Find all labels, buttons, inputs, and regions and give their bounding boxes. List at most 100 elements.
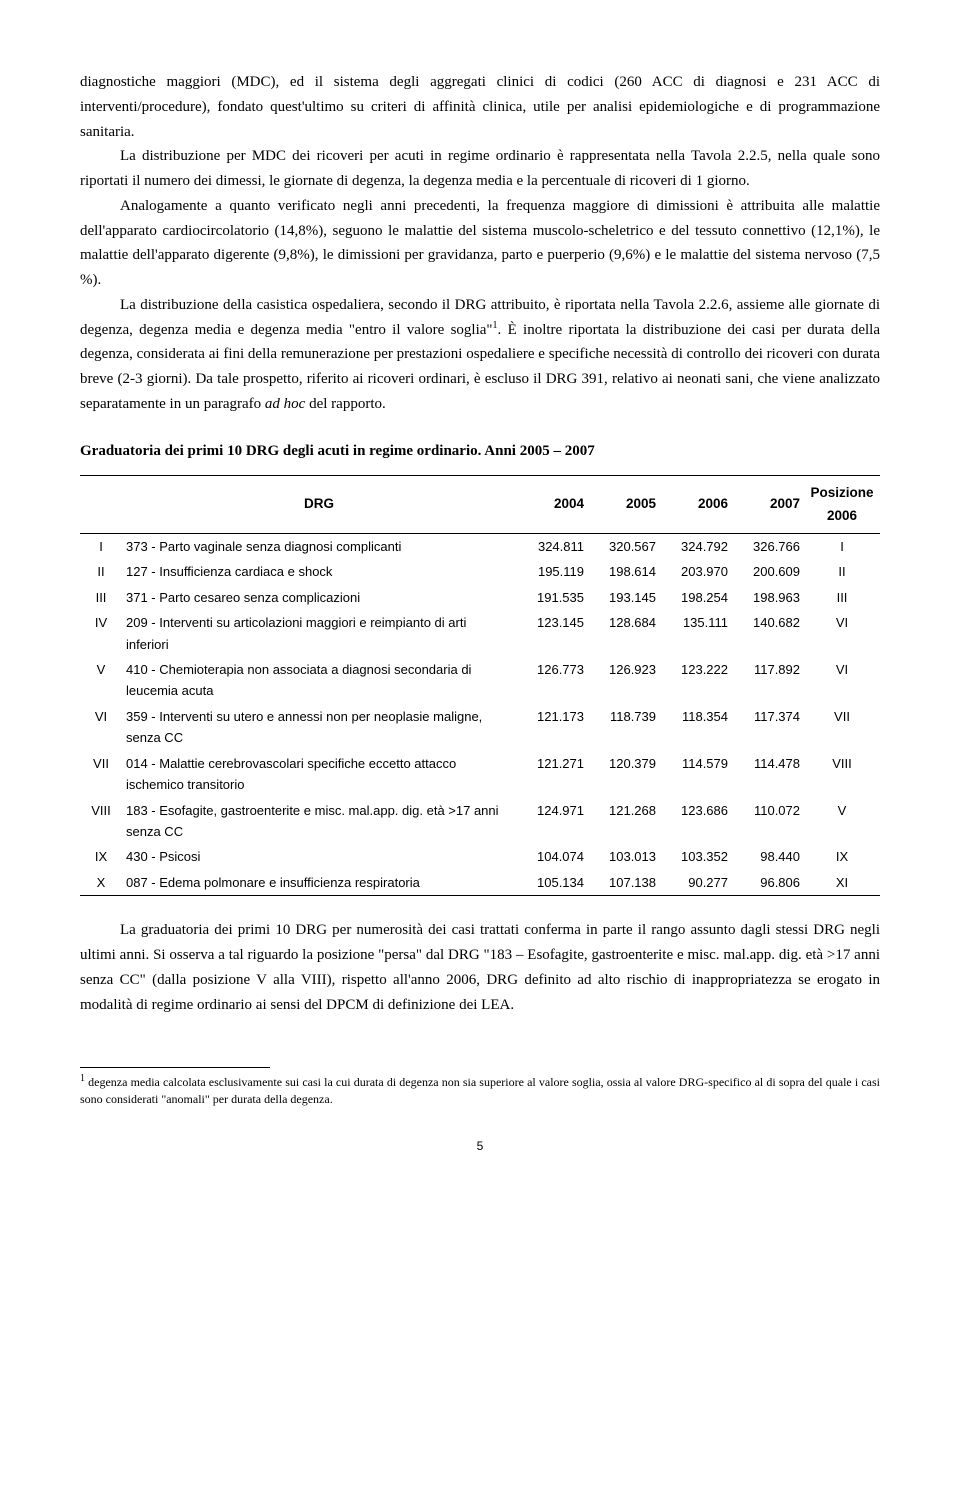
table-cell: VIII — [80, 798, 122, 845]
table-cell: VII — [804, 704, 880, 751]
table-cell: 200.609 — [732, 559, 804, 584]
table-row: VII014 - Malattie cerebrovascolari speci… — [80, 751, 880, 798]
th-2004: 2004 — [516, 476, 588, 534]
table-row: X087 - Edema polmonare e insufficienza r… — [80, 870, 880, 896]
table-cell: 359 - Interventi su utero e annessi non … — [122, 704, 516, 751]
table-cell: 107.138 — [588, 870, 660, 896]
table-cell: 127 - Insufficienza cardiaca e shock — [122, 559, 516, 584]
table-cell: 209 - Interventi su articolazioni maggio… — [122, 610, 516, 657]
table-cell: 135.111 — [660, 610, 732, 657]
table-cell: 110.072 — [732, 798, 804, 845]
table-cell: 371 - Parto cesareo senza complicazioni — [122, 585, 516, 610]
table-cell: 410 - Chemioterapia non associata a diag… — [122, 657, 516, 704]
footnote: 1 degenza media calcolata esclusivamente… — [80, 1072, 880, 1106]
table-cell: 123.686 — [660, 798, 732, 845]
table-cell: 324.811 — [516, 533, 588, 559]
th-2005: 2005 — [588, 476, 660, 534]
table-cell: 326.766 — [732, 533, 804, 559]
table-cell: 430 - Psicosi — [122, 844, 516, 869]
table-cell: VII — [80, 751, 122, 798]
th-2006: 2006 — [660, 476, 732, 534]
table-cell: 324.792 — [660, 533, 732, 559]
table-cell: 140.682 — [732, 610, 804, 657]
table-cell: V — [804, 798, 880, 845]
table-cell: 121.268 — [588, 798, 660, 845]
table-cell: 123.222 — [660, 657, 732, 704]
table-cell: 104.074 — [516, 844, 588, 869]
table-cell: 198.963 — [732, 585, 804, 610]
table-row: VI359 - Interventi su utero e annessi no… — [80, 704, 880, 751]
th-pos: Posizione 2006 — [804, 476, 880, 534]
table-cell: 114.579 — [660, 751, 732, 798]
table-cell: XI — [804, 870, 880, 896]
table-cell: III — [80, 585, 122, 610]
table-cell: IX — [80, 844, 122, 869]
table-cell: 193.145 — [588, 585, 660, 610]
table-cell: 118.354 — [660, 704, 732, 751]
table-cell: VI — [804, 657, 880, 704]
table-cell: 198.614 — [588, 559, 660, 584]
table-cell: 117.892 — [732, 657, 804, 704]
table-row: I373 - Parto vaginale senza diagnosi com… — [80, 533, 880, 559]
table-cell: 105.134 — [516, 870, 588, 896]
table-cell: 103.352 — [660, 844, 732, 869]
para4-part-c: del rapporto. — [305, 396, 385, 412]
table-cell: 121.271 — [516, 751, 588, 798]
paragraph-4: La distribuzione della casistica ospedal… — [80, 293, 880, 417]
para4-italic: ad hoc — [265, 396, 305, 412]
table-cell: I — [80, 533, 122, 559]
th-2007: 2007 — [732, 476, 804, 534]
table-cell: II — [804, 559, 880, 584]
table-row: VIII183 - Esofagite, gastroenterite e mi… — [80, 798, 880, 845]
table-cell: 195.119 — [516, 559, 588, 584]
table-row: IX430 - Psicosi104.074103.013103.35298.4… — [80, 844, 880, 869]
table-cell: 126.773 — [516, 657, 588, 704]
table-cell: 96.806 — [732, 870, 804, 896]
th-rank — [80, 476, 122, 534]
paragraph-5: La graduatoria dei primi 10 DRG per nume… — [80, 918, 880, 1017]
table-row: IV209 - Interventi su articolazioni magg… — [80, 610, 880, 657]
table-cell: 320.567 — [588, 533, 660, 559]
table-cell: III — [804, 585, 880, 610]
table-row: II127 - Insufficienza cardiaca e shock19… — [80, 559, 880, 584]
table-cell: 128.684 — [588, 610, 660, 657]
paragraph-1: diagnostiche maggiori (MDC), ed il siste… — [80, 70, 880, 144]
table-cell: 120.379 — [588, 751, 660, 798]
table-row: V410 - Chemioterapia non associata a dia… — [80, 657, 880, 704]
th-drg: DRG — [122, 476, 516, 534]
paragraph-2: La distribuzione per MDC dei ricoveri pe… — [80, 144, 880, 194]
footnote-separator — [80, 1067, 270, 1068]
table-cell: V — [80, 657, 122, 704]
table-cell: 90.277 — [660, 870, 732, 896]
footnote-text: degenza media calcolata esclusivamente s… — [80, 1075, 880, 1105]
table-cell: VI — [80, 704, 122, 751]
table-cell: 121.173 — [516, 704, 588, 751]
table-cell: II — [80, 559, 122, 584]
table-cell: 98.440 — [732, 844, 804, 869]
table-cell: 087 - Edema polmonare e insufficienza re… — [122, 870, 516, 896]
table-cell: 117.374 — [732, 704, 804, 751]
table-cell: 203.970 — [660, 559, 732, 584]
table-row: III371 - Parto cesareo senza complicazio… — [80, 585, 880, 610]
table-cell: I — [804, 533, 880, 559]
table-cell: 191.535 — [516, 585, 588, 610]
drg-table: DRG 2004 2005 2006 2007 Posizione 2006 I… — [80, 475, 880, 896]
table-cell: 124.971 — [516, 798, 588, 845]
table-cell: 114.478 — [732, 751, 804, 798]
table-cell: X — [80, 870, 122, 896]
table-cell: 014 - Malattie cerebrovascolari specific… — [122, 751, 516, 798]
table-cell: 126.923 — [588, 657, 660, 704]
paragraph-3: Analogamente a quanto verificato negli a… — [80, 194, 880, 293]
table-cell: 198.254 — [660, 585, 732, 610]
table-cell: IX — [804, 844, 880, 869]
page-number: 5 — [80, 1137, 880, 1157]
table-cell: VIII — [804, 751, 880, 798]
table-cell: VI — [804, 610, 880, 657]
section-title: Graduatoria dei primi 10 DRG degli acuti… — [80, 439, 880, 464]
table-cell: IV — [80, 610, 122, 657]
table-cell: 123.145 — [516, 610, 588, 657]
table-cell: 118.739 — [588, 704, 660, 751]
table-cell: 183 - Esofagite, gastroenterite e misc. … — [122, 798, 516, 845]
table-cell: 373 - Parto vaginale senza diagnosi comp… — [122, 533, 516, 559]
table-cell: 103.013 — [588, 844, 660, 869]
